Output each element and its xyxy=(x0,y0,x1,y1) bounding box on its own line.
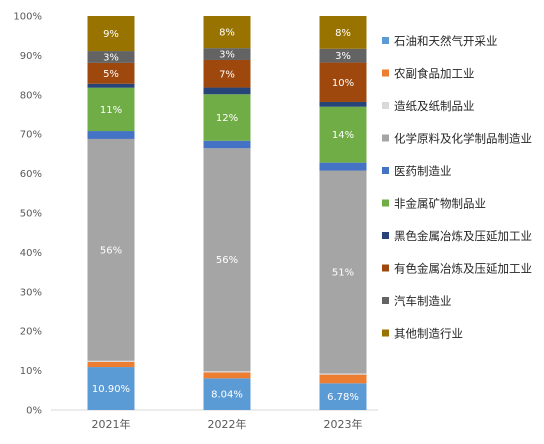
legend-swatch xyxy=(382,199,389,207)
data-label: 10% xyxy=(332,78,354,89)
bar-segment xyxy=(87,367,135,410)
y-tick-label: 60% xyxy=(20,169,42,180)
data-label: 3% xyxy=(103,52,119,63)
y-tick-label: 30% xyxy=(20,287,42,298)
bar-segment xyxy=(87,62,135,84)
data-label: 3% xyxy=(219,50,235,61)
x-tick-label: 2022年 xyxy=(208,417,247,431)
legend-swatch xyxy=(382,297,389,304)
y-axis-tick-labels: 0% 10% 20% 30% 40% 50% 60% 70% 80% 90% 100% xyxy=(13,12,42,417)
legend-swatch xyxy=(382,102,389,109)
data-label: 5% xyxy=(103,69,119,80)
bar-segment xyxy=(203,48,251,60)
bar-segment xyxy=(87,16,135,52)
legend-swatch xyxy=(382,134,389,142)
bar-segment xyxy=(203,372,251,379)
bar-segment xyxy=(87,131,135,139)
legend-label: 汽车制造业 xyxy=(394,294,452,308)
data-label: 12% xyxy=(216,113,238,124)
bar-segment xyxy=(203,148,251,372)
legend-swatch xyxy=(382,69,389,77)
y-tick-label: 10% xyxy=(20,366,42,377)
bar-segment xyxy=(203,59,251,88)
bar-segment xyxy=(319,101,367,107)
data-label: 14% xyxy=(332,130,354,141)
bar-segment xyxy=(319,383,367,410)
legend-swatch xyxy=(382,232,389,239)
legend-label: 非金属矿物制品业 xyxy=(394,197,486,211)
bar-segment xyxy=(319,162,367,171)
legend: 石油和天然气开采业农副食品加工业造纸及纸制品业化学原料及化学制品制造业医药制造业… xyxy=(382,34,532,341)
y-tick-label: 0% xyxy=(26,406,42,417)
bar-segment xyxy=(87,360,135,362)
legend-label: 化学原料及化学制品制造业 xyxy=(394,132,532,146)
data-label: 3% xyxy=(335,51,351,62)
x-axis-tick-labels: 2021年 2022年 2023年 xyxy=(92,417,363,431)
bar-segment xyxy=(319,16,367,49)
legend-label: 黑色金属冶炼及压延加工业 xyxy=(394,229,532,243)
bar-segment xyxy=(319,106,367,163)
legend-swatch xyxy=(382,264,389,272)
y-tick-label: 40% xyxy=(20,248,42,259)
bars xyxy=(87,16,367,410)
bar-segment xyxy=(203,94,251,141)
bar-segment xyxy=(87,361,135,368)
bar-segment xyxy=(319,170,367,374)
x-tick-label: 2023年 xyxy=(324,417,363,431)
data-label: 51% xyxy=(332,267,354,278)
y-tick-label: 100% xyxy=(13,12,42,23)
legend-swatch xyxy=(382,167,389,174)
y-tick-label: 90% xyxy=(20,51,42,62)
data-label: 8% xyxy=(219,28,235,39)
y-tick-label: 50% xyxy=(20,209,42,220)
legend-label: 造纸及纸制品业 xyxy=(394,99,475,113)
legend-label: 石油和天然气开采业 xyxy=(394,34,498,48)
data-label: 10.90% xyxy=(92,384,130,395)
data-label: 56% xyxy=(100,245,122,256)
bar-segment xyxy=(203,140,251,149)
bar-segment xyxy=(319,374,367,384)
segment-labels: 10.90% 56% 11% 5% 3% 9% 8.04% 56% 12% 7% 3% 8% 6.78%… xyxy=(92,28,359,404)
legend-label: 其他制造行业 xyxy=(394,327,463,341)
bar-segment xyxy=(87,83,135,88)
data-label: 56% xyxy=(216,255,238,266)
legend-label: 有色金属冶炼及压延加工业 xyxy=(394,262,532,276)
legend-label: 医药制造业 xyxy=(394,164,452,178)
data-label: 6.78% xyxy=(327,392,359,403)
bar-segment xyxy=(203,87,251,95)
bar-segment xyxy=(319,48,367,63)
legend-swatch xyxy=(382,329,389,337)
data-label: 11% xyxy=(100,105,122,116)
legend-label: 农副食品加工业 xyxy=(394,67,475,81)
y-tick-label: 20% xyxy=(20,327,42,338)
bar-segment xyxy=(319,62,367,102)
data-label: 7% xyxy=(219,69,235,80)
bar-segment xyxy=(87,87,135,132)
bar-segment xyxy=(87,138,135,361)
data-label: 8% xyxy=(335,28,351,39)
x-tick-label: 2021年 xyxy=(92,417,131,431)
data-label: 9% xyxy=(103,29,119,40)
bar-segment xyxy=(203,371,251,373)
bar-segment xyxy=(203,16,251,49)
y-tick-label: 80% xyxy=(20,90,42,101)
bar-segment xyxy=(203,378,251,410)
y-tick-label: 70% xyxy=(20,130,42,141)
legend-swatch xyxy=(382,37,389,44)
bar-segment xyxy=(87,51,135,63)
bar-segment xyxy=(319,373,367,375)
data-label: 8.04% xyxy=(211,390,243,401)
